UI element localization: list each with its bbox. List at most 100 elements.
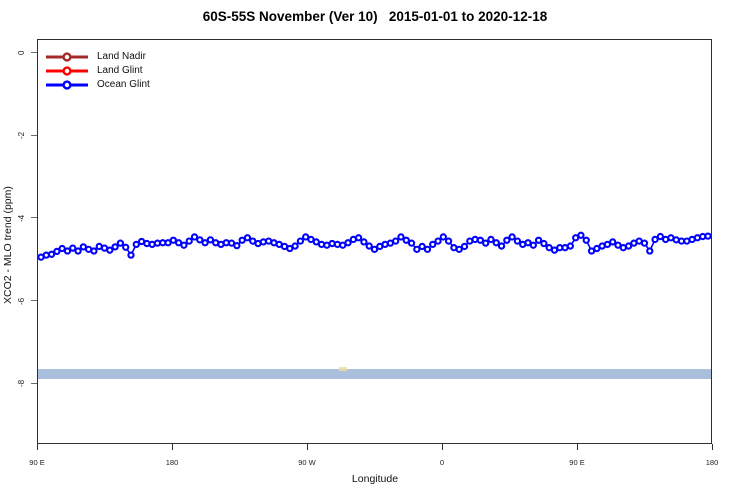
- x-axis-tick-label: 0: [439, 458, 445, 467]
- y-axis-tick-label: -4: [17, 214, 26, 222]
- data-point: [174, 239, 183, 247]
- data-point: [656, 232, 665, 241]
- data-point: [339, 241, 347, 249]
- data-point: [90, 247, 98, 255]
- data-point: [127, 251, 135, 259]
- data-point: [577, 231, 585, 239]
- data-point: [302, 233, 310, 241]
- y-axis-tick-label: -6: [17, 296, 26, 305]
- x-axis-tick-label: 90 E: [29, 458, 45, 467]
- data-point: [190, 233, 199, 241]
- data-point: [572, 234, 580, 242]
- data-point: [397, 233, 405, 241]
- data-point: [180, 241, 188, 249]
- x-axis-title: Longitude: [351, 473, 399, 485]
- x-axis-tick: [171, 444, 173, 450]
- data-point: [566, 242, 575, 250]
- data-point: [587, 247, 596, 255]
- data-point: [508, 233, 516, 241]
- y-axis-title: XCO2 - MLO trend (ppm): [2, 186, 14, 304]
- data-point: [53, 247, 61, 256]
- x-axis-tick-label: 180: [165, 458, 179, 467]
- data-point: [423, 245, 432, 253]
- x-axis-tick: [36, 444, 38, 450]
- data-point: [529, 241, 537, 249]
- legend-item-land-glint: Land Glint: [45, 64, 150, 78]
- data-point: [439, 233, 447, 241]
- data-point: [418, 242, 426, 251]
- ocean-glint-marker-icon: [46, 80, 88, 90]
- data-point: [169, 236, 177, 244]
- data-point: [291, 242, 299, 250]
- y-axis-tick: [31, 217, 37, 219]
- data-point: [460, 242, 469, 251]
- data-point: [651, 235, 659, 244]
- data-point: [497, 242, 506, 250]
- data-point: [122, 243, 130, 251]
- plot-svg: [38, 231, 711, 379]
- y-axis-tick: [31, 300, 37, 302]
- data-point: [434, 237, 442, 245]
- data-point: [196, 236, 204, 244]
- data-point: [238, 236, 246, 244]
- data-point: [307, 235, 315, 244]
- data-point: [503, 236, 511, 244]
- x-axis-tick: [306, 444, 308, 450]
- data-point: [69, 244, 77, 252]
- plot-area: Land Nadir Land Glint Ocean Glint: [37, 39, 712, 444]
- x-axis-tick: [576, 444, 578, 450]
- data-point: [344, 239, 352, 247]
- data-point: [58, 244, 66, 253]
- data-point: [487, 235, 495, 244]
- data-point: [370, 245, 379, 253]
- data-point: [106, 246, 114, 254]
- data-point: [413, 245, 421, 253]
- data-point: [513, 237, 522, 245]
- data-point: [360, 238, 368, 246]
- data-point: [429, 240, 437, 249]
- x-axis-tick: [711, 444, 713, 450]
- data-point: [609, 238, 617, 246]
- y-axis-tick-label: -2: [17, 131, 26, 139]
- legend-item-ocean-glint: Ocean Glint: [45, 78, 150, 92]
- data-point: [286, 244, 294, 253]
- y-axis-tick-label: 0: [17, 50, 26, 56]
- data-point: [116, 239, 125, 247]
- data-point: [243, 234, 252, 242]
- land-glint-marker-icon: [46, 66, 88, 76]
- data-point: [79, 243, 87, 251]
- data-point: [550, 246, 559, 254]
- data-point: [185, 237, 193, 245]
- land-nadir-marker-icon: [46, 52, 88, 62]
- data-point: [593, 244, 601, 253]
- data-point: [47, 250, 56, 258]
- x-axis-tick-label: 180: [705, 458, 719, 467]
- data-point: [482, 239, 490, 247]
- data-point: [524, 239, 532, 247]
- chart-title: 60S-55S November (Ver 10) 2015-01-01 to …: [202, 9, 548, 24]
- data-point: [296, 237, 305, 245]
- data-point: [545, 244, 553, 252]
- data-point: [407, 239, 416, 247]
- data-point: [206, 236, 215, 244]
- data-point: [492, 239, 500, 247]
- data-point: [164, 239, 172, 247]
- data-point: [455, 245, 463, 253]
- data-point: [111, 243, 119, 251]
- data-point: [646, 247, 654, 255]
- data-point: [201, 239, 209, 247]
- y-axis-tick: [31, 52, 37, 54]
- data-point: [540, 239, 548, 248]
- data-point: [312, 238, 320, 246]
- legend: Land Nadir Land Glint Ocean Glint: [45, 50, 150, 92]
- data-point: [233, 241, 241, 250]
- x-axis-tick-label: 90 W: [298, 458, 316, 467]
- data-point: [582, 236, 590, 244]
- data-point: [534, 236, 543, 244]
- x-axis-tick-label: 90 E: [569, 458, 585, 467]
- band-small-marker: [338, 367, 347, 372]
- data-point: [603, 240, 612, 249]
- legend-item-land-nadir: Land Nadir: [45, 50, 150, 64]
- data-point: [354, 234, 363, 242]
